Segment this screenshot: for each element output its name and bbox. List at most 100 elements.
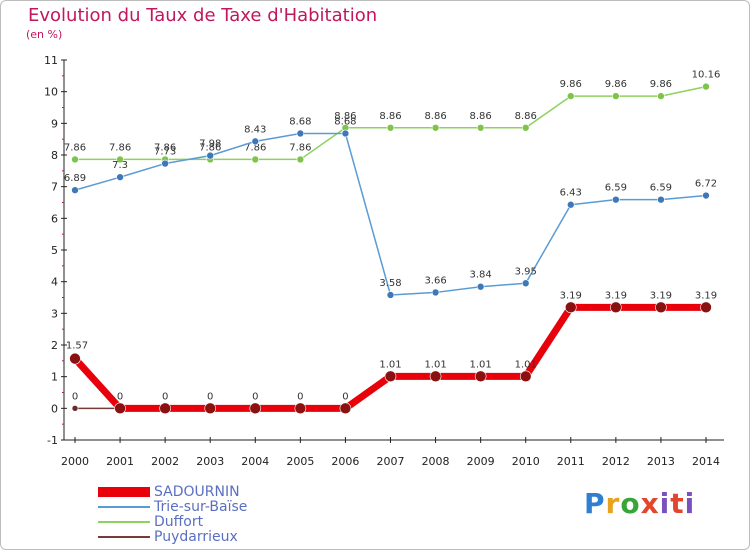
data-point-duffort <box>566 92 575 100</box>
data-label-sadournin: 0 <box>252 391 258 402</box>
x-tick-label: 2013 <box>647 455 675 468</box>
logo-letter: P <box>584 487 606 520</box>
data-point-sadournin <box>474 370 487 383</box>
data-label-trie-sur-ba-se: 3.95 <box>515 266 537 277</box>
x-tick-label: 2004 <box>241 455 269 468</box>
data-label-puydarrieux: 0 <box>72 391 78 402</box>
data-label-duffort: 7.86 <box>64 142 86 153</box>
x-tick-label: 2012 <box>602 455 630 468</box>
data-point-sadournin <box>294 402 307 415</box>
x-tick-label: 2008 <box>422 455 450 468</box>
x-tick-label: 2005 <box>286 455 314 468</box>
data-label-sadournin: 3.19 <box>560 290 582 301</box>
data-label-duffort: 8.86 <box>515 111 537 122</box>
data-label-sadournin: 1.01 <box>424 359 446 370</box>
x-tick-label: 2007 <box>377 455 405 468</box>
data-label-sadournin: 0 <box>297 391 303 402</box>
data-point-sadournin <box>69 352 81 365</box>
data-label-duffort: 9.86 <box>605 79 627 90</box>
logo-letter: x <box>640 487 660 520</box>
logo-letter: i <box>659 487 671 520</box>
logo-letter: i <box>684 487 696 520</box>
data-label-sadournin: 3.19 <box>695 290 717 301</box>
data-label-duffort: 8.86 <box>334 111 356 122</box>
data-point-duffort <box>386 123 395 132</box>
data-point-sadournin <box>655 301 667 314</box>
legend-label: Duffort <box>154 514 204 530</box>
data-point-sadournin <box>429 370 442 383</box>
data-point-duffort <box>657 92 665 100</box>
data-point-duffort <box>71 155 79 164</box>
x-tick-label: 2010 <box>512 455 540 468</box>
y-tick-label: 6 <box>51 212 58 225</box>
data-point-trie-sur-ba-se <box>566 200 575 209</box>
x-tick-label: 2003 <box>196 455 224 468</box>
data-label-trie-sur-ba-se: 7.98 <box>199 139 221 150</box>
data-point-trie-sur-ba-se <box>476 282 485 291</box>
data-point-sadournin <box>384 370 397 383</box>
data-point-sadournin <box>159 402 171 415</box>
legend-swatch <box>98 506 150 508</box>
data-point-duffort <box>251 155 260 164</box>
data-label-trie-sur-ba-se: 8.68 <box>289 116 311 127</box>
data-label-trie-sur-ba-se: 3.58 <box>379 278 401 289</box>
data-point-trie-sur-ba-se <box>206 151 215 160</box>
data-label-trie-sur-ba-se: 6.59 <box>605 183 627 194</box>
data-label-sadournin: 0 <box>207 391 213 402</box>
y-tick-label: 8 <box>51 149 58 162</box>
data-label-trie-sur-ba-se: 6.72 <box>695 179 717 190</box>
chart-subtitle: (en %) <box>26 28 63 41</box>
y-tick-label: 4 <box>51 276 58 289</box>
data-label-duffort: 9.86 <box>650 79 672 90</box>
data-label-sadournin: 1.01 <box>515 359 537 370</box>
data-label-trie-sur-ba-se: 3.66 <box>424 275 446 286</box>
data-label-trie-sur-ba-se: 8.43 <box>244 124 266 135</box>
x-tick-label: 2006 <box>331 455 359 468</box>
data-point-sadournin <box>519 370 532 383</box>
y-tick-label: 1 <box>51 371 58 384</box>
logo-letter: t <box>670 487 685 520</box>
data-point-puydarrieux <box>71 405 79 412</box>
logo-letter: r <box>605 487 621 520</box>
data-label-sadournin: 3.19 <box>605 290 627 301</box>
data-point-trie-sur-ba-se <box>296 129 305 138</box>
legend-swatch <box>98 536 150 538</box>
data-label-sadournin: 1.01 <box>470 359 492 370</box>
proxiti-logo: Proxiti <box>584 487 695 520</box>
data-label-duffort: 9.86 <box>560 79 582 90</box>
data-label-sadournin: 0 <box>162 391 168 402</box>
series-line-sadournin <box>72 303 706 412</box>
legend-label: Trie-sur-Baïse <box>154 499 248 515</box>
data-label-sadournin: 0 <box>342 391 348 402</box>
data-label-sadournin: 1.01 <box>379 359 401 370</box>
data-point-duffort <box>296 155 305 164</box>
data-point-trie-sur-ba-se <box>116 173 124 181</box>
data-point-sadournin <box>564 301 577 314</box>
data-label-duffort: 7.86 <box>244 142 266 153</box>
data-label-duffort: 8.86 <box>424 111 446 122</box>
y-tick-label: 11 <box>44 54 58 67</box>
data-point-duffort <box>521 123 530 132</box>
data-label-duffort: 7.86 <box>289 142 311 153</box>
data-label-sadournin: 3.19 <box>650 290 672 301</box>
legend-swatch <box>98 521 150 523</box>
chart-title: Evolution du Taux de Taxe d'Habitation <box>28 5 378 26</box>
data-point-sadournin <box>339 402 352 415</box>
data-point-sadournin <box>700 301 712 314</box>
data-label-trie-sur-ba-se: 3.84 <box>470 270 492 281</box>
data-point-trie-sur-ba-se <box>341 129 350 138</box>
y-tick-label: 0 <box>51 402 58 415</box>
logo-letter: o <box>620 487 641 520</box>
data-point-trie-sur-ba-se <box>657 195 665 204</box>
series-line-trie-sur-ba-se <box>74 132 707 296</box>
data-point-trie-sur-ba-se <box>386 291 395 299</box>
data-label-trie-sur-ba-se: 6.89 <box>64 173 86 184</box>
x-tick-label: 2002 <box>151 455 179 468</box>
data-label-duffort: 7.86 <box>154 142 176 153</box>
y-tick-label: 3 <box>51 307 58 320</box>
data-point-duffort <box>476 123 485 132</box>
data-label-trie-sur-ba-se: 6.43 <box>560 188 582 199</box>
data-point-sadournin <box>249 402 262 415</box>
y-tick-label: 7 <box>51 181 58 194</box>
